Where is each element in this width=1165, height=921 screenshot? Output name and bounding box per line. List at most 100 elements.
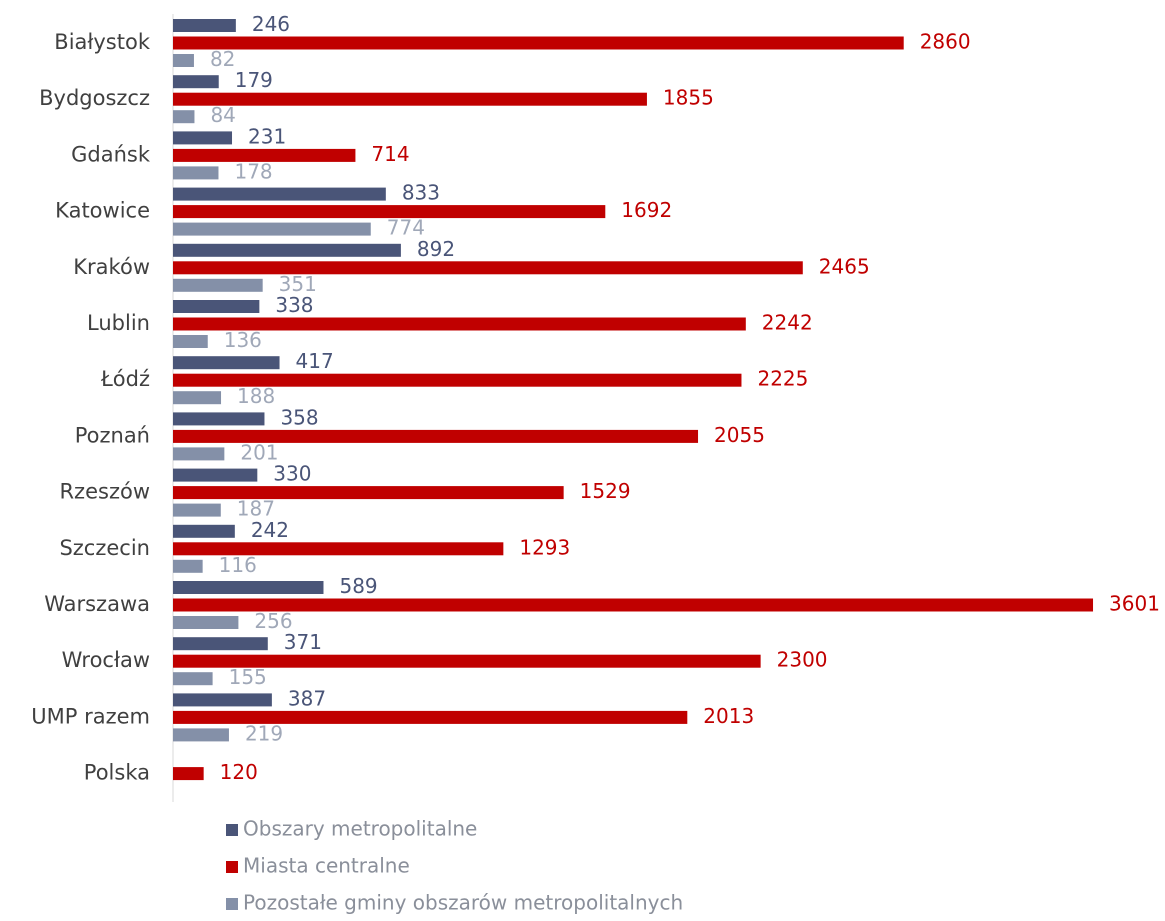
bar <box>173 767 204 781</box>
legend-label: Pozostałe gminy obszarów metropolitalnyc… <box>243 891 683 915</box>
bar <box>173 672 213 686</box>
value-label: 120 <box>220 760 258 784</box>
value-label: 2242 <box>762 311 813 335</box>
value-label: 179 <box>235 68 273 92</box>
legend-swatch <box>226 824 238 836</box>
bar <box>173 654 761 668</box>
bar <box>173 503 221 517</box>
bar <box>173 187 386 201</box>
value-label: 387 <box>288 686 326 710</box>
bar <box>173 373 742 387</box>
value-label: 116 <box>219 553 257 577</box>
category-label: Rzeszów <box>59 480 150 504</box>
value-label: 82 <box>210 47 235 71</box>
category-label: Szczecin <box>59 536 150 560</box>
value-label: 589 <box>339 574 377 598</box>
bar <box>173 300 260 313</box>
category-label: Polska <box>84 761 150 785</box>
category-label: Białystok <box>54 30 151 54</box>
legend-label: Obszary metropolitalne <box>243 817 477 841</box>
value-label: 84 <box>210 103 235 127</box>
bar <box>173 205 606 219</box>
bar <box>173 166 219 180</box>
value-label: 2225 <box>757 367 808 391</box>
value-label: 188 <box>237 384 275 408</box>
bar <box>173 429 699 443</box>
bar <box>173 412 265 426</box>
bar <box>173 693 272 707</box>
value-label: 187 <box>237 497 275 521</box>
legend-swatch <box>226 861 238 873</box>
category-label: Poznań <box>75 423 150 447</box>
value-label: 2013 <box>703 704 754 728</box>
category-label: UMP razem <box>31 704 150 728</box>
value-label: 1855 <box>663 86 714 110</box>
value-label: 256 <box>254 609 292 633</box>
bar <box>173 54 194 67</box>
bar <box>173 75 219 89</box>
bar <box>173 728 229 742</box>
bar <box>173 710 688 724</box>
value-label: 358 <box>280 405 318 429</box>
value-label: 3601 <box>1109 592 1160 616</box>
bar <box>173 243 401 257</box>
bar <box>173 261 803 275</box>
value-label: 231 <box>248 124 286 148</box>
category-label: Kraków <box>73 255 150 279</box>
bar <box>173 92 647 106</box>
bar <box>173 559 203 573</box>
bar <box>173 222 371 236</box>
value-label: 2860 <box>920 30 971 54</box>
bar <box>173 447 225 461</box>
bar <box>173 524 235 538</box>
bar <box>173 131 233 145</box>
bar <box>173 486 564 500</box>
bar <box>173 19 236 32</box>
bar <box>173 391 222 405</box>
value-label: 338 <box>275 293 313 317</box>
category-label: Łódź <box>100 367 150 391</box>
bar <box>173 335 208 348</box>
category-label: Warszawa <box>44 592 150 616</box>
category-label: Bydgoszcz <box>39 86 150 110</box>
value-label: 1529 <box>580 479 631 503</box>
value-label: 714 <box>371 142 409 166</box>
value-label: 371 <box>284 630 322 654</box>
category-label: Lublin <box>87 311 150 335</box>
value-label: 892 <box>417 237 455 261</box>
bar <box>173 36 904 50</box>
bar <box>173 278 263 292</box>
bar <box>173 356 280 370</box>
value-label: 2055 <box>714 423 765 447</box>
value-label: 417 <box>296 349 334 373</box>
category-label: Gdańsk <box>71 142 151 166</box>
value-label: 833 <box>402 181 440 205</box>
bar <box>173 148 356 162</box>
bar <box>173 598 1094 612</box>
bar <box>173 616 239 629</box>
value-label: 1293 <box>519 535 570 559</box>
bar <box>173 542 504 556</box>
value-label: 1692 <box>621 198 672 222</box>
legend-swatch <box>226 898 238 910</box>
bar <box>173 317 746 331</box>
bar <box>173 581 324 594</box>
value-label: 330 <box>273 462 311 486</box>
value-label: 2465 <box>819 254 870 278</box>
value-label: 246 <box>252 12 290 36</box>
value-label: 2300 <box>777 648 828 672</box>
category-label: Wrocław <box>62 648 150 672</box>
value-label: 136 <box>224 328 262 352</box>
legend-label: Miasta centralne <box>243 854 410 878</box>
value-label: 201 <box>240 440 278 464</box>
bar <box>173 110 195 124</box>
bar <box>173 637 268 651</box>
value-label: 242 <box>251 518 289 542</box>
bar <box>173 468 258 482</box>
value-label: 351 <box>279 272 317 296</box>
value-label: 178 <box>234 159 272 183</box>
category-label: Katowice <box>55 199 150 223</box>
value-label: 219 <box>245 721 283 745</box>
